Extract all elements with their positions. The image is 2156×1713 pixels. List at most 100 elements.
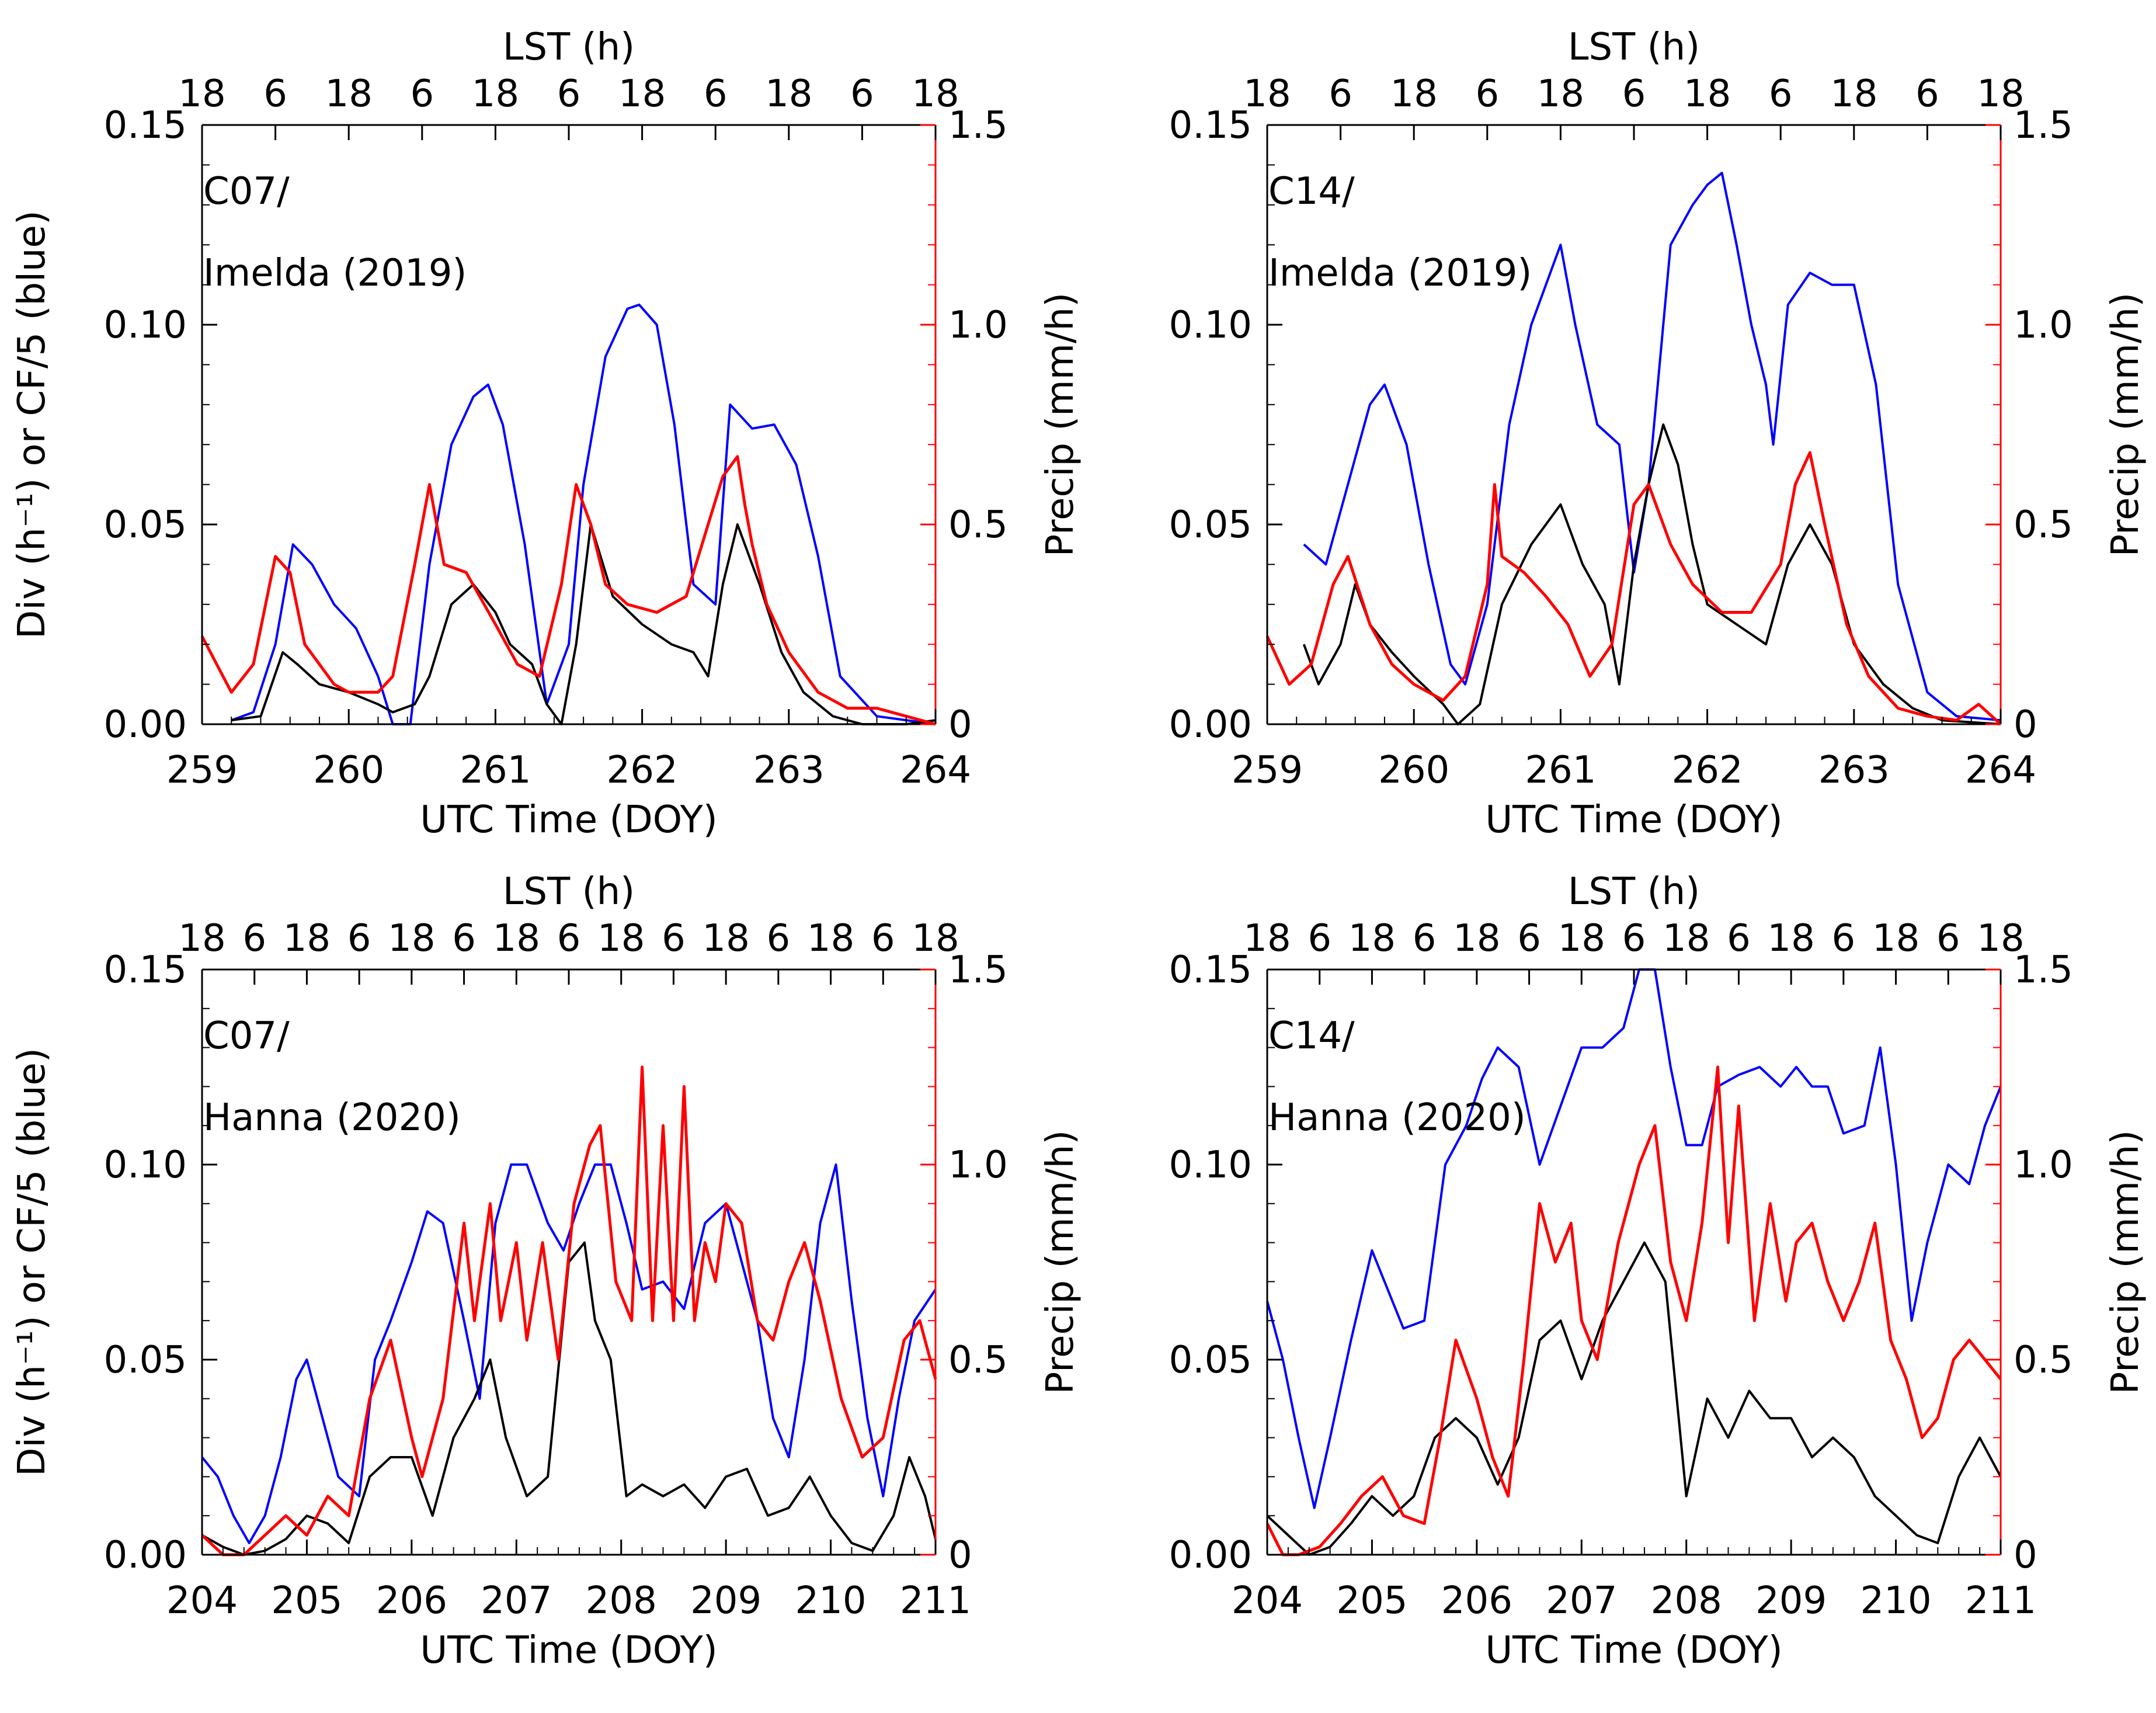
top-tick-label: 6 (452, 917, 476, 960)
x-axis-title: UTC Time (DOY) (1485, 1629, 1782, 1672)
y-tick-label: 0.05 (104, 1339, 187, 1382)
y2-tick-label: 0 (948, 1534, 972, 1577)
y-tick-label: 0.15 (104, 948, 187, 992)
y-axis-title: Div (h⁻¹) or CF/5 (blue) (11, 210, 54, 639)
x-tick-label: 260 (313, 749, 384, 792)
top-tick-label: 6 (1622, 917, 1646, 960)
y2-tick-label: 0 (2014, 1534, 2037, 1577)
top-tick-label: 18 (1390, 72, 1437, 116)
y2-axis-title: Precip (mm/h) (1039, 293, 1082, 557)
x-tick-label: 262 (607, 749, 678, 792)
top-tick-label: 18 (1684, 72, 1731, 116)
panel-annotation-storm: Hanna (2020) (203, 1096, 461, 1139)
x-tick-label: 260 (1378, 749, 1449, 792)
x-tick-label: 208 (586, 1579, 657, 1622)
top-tick-label: 18 (912, 72, 959, 116)
y-tick-label: 0.05 (1169, 1339, 1253, 1382)
div-series-line (201, 1241, 937, 1556)
y2-tick-label: 0 (2014, 703, 2037, 746)
cf-series-line (201, 1163, 937, 1544)
top-tick-label: 18 (618, 72, 666, 116)
top-tick-label: 6 (850, 72, 874, 116)
top-tick-label: 6 (347, 917, 371, 960)
x-tick-label: 207 (1546, 1579, 1617, 1622)
div-series-line (1302, 423, 2001, 725)
x-tick-label: 261 (1525, 749, 1596, 792)
top-tick-label: 6 (557, 72, 581, 116)
x-tick-label: 211 (1965, 1579, 2036, 1622)
x-tick-label: 210 (795, 1579, 866, 1622)
div-series-line (1266, 1241, 2002, 1556)
y2-tick-label: 1.0 (2014, 1144, 2073, 1187)
y2-tick-label: 0.5 (2014, 503, 2073, 547)
x-tick-label: 209 (1755, 1579, 1827, 1622)
x-tick-label: 206 (376, 1579, 447, 1622)
precip-series-line (1265, 451, 2002, 725)
x-tick-label: 263 (753, 749, 825, 792)
x-tick-label: 259 (166, 749, 238, 792)
cf-series-line (231, 303, 936, 725)
x-tick-label: 204 (1232, 1579, 1303, 1622)
top-tick-label: 6 (662, 917, 686, 960)
chart-panel: 204 205 206 207 208 209 210 211 UTC Time (DOY) 18… (11, 870, 1082, 1672)
y2-tick-label: 1.5 (2014, 104, 2073, 147)
precip-series-line (200, 455, 936, 726)
top-tick-label: 6 (871, 917, 895, 960)
top-tick-label: 6 (1307, 917, 1331, 960)
x-axis-title: UTC Time (DOY) (420, 1629, 717, 1672)
panel-annotation-station: C14/ (1268, 1014, 1355, 1058)
top-tick-label: 6 (1831, 917, 1855, 960)
top-tick-label: 18 (1767, 917, 1814, 960)
y2-tick-label: 1.5 (948, 104, 1008, 147)
top-tick-label: 18 (178, 917, 225, 960)
top-tick-label: 18 (472, 72, 519, 116)
panel-annotation-station: C14/ (1268, 170, 1355, 213)
top-tick-label: 18 (1537, 72, 1584, 116)
top-tick-label: 6 (410, 72, 434, 116)
top-tick-label: 18 (1830, 72, 1877, 116)
top-tick-label: 18 (765, 72, 812, 116)
top-tick-label: 18 (1348, 917, 1396, 960)
top-tick-label: 6 (1517, 917, 1541, 960)
x-tick-label: 261 (460, 749, 531, 792)
chart-panel: 259 260 261 262 263 264 UTC Time (DOY) 18 6 18 6 18… (1169, 26, 2148, 842)
y-tick-label: 0.05 (104, 503, 187, 547)
x-tick-label: 206 (1441, 1579, 1512, 1622)
panel-annotation-storm: Hanna (2020) (1268, 1096, 1526, 1139)
x-tick-label: 209 (690, 1579, 761, 1622)
x-axis-title: UTC Time (DOY) (420, 798, 717, 842)
y-tick-label: 0.15 (1169, 104, 1253, 147)
panel-annotation-station: C07/ (203, 1014, 290, 1058)
top-tick-label: 18 (493, 917, 540, 960)
top-tick-label: 18 (1977, 72, 2024, 116)
x-tick-label: 208 (1651, 1579, 1722, 1622)
top-tick-label: 6 (1769, 72, 1793, 116)
y-tick-label: 0.10 (104, 304, 187, 347)
top-axis-title: LST (h) (503, 870, 635, 913)
y-axis-title: Div (h⁻¹) or CF/5 (blue) (11, 1048, 54, 1476)
top-tick-label: 18 (702, 917, 749, 960)
y-tick-label: 0.15 (104, 104, 187, 147)
y2-axis-title: Precip (mm/h) (1039, 1130, 1082, 1394)
top-tick-label: 18 (1977, 917, 2024, 960)
top-tick-label: 6 (1329, 72, 1352, 116)
top-tick-label: 6 (1727, 917, 1751, 960)
top-tick-label: 18 (912, 917, 959, 960)
x-tick-label: 204 (166, 1579, 238, 1622)
y-tick-label: 0.10 (1169, 1144, 1253, 1187)
top-tick-label: 6 (242, 917, 266, 960)
y-tick-label: 0.00 (1169, 703, 1253, 746)
top-tick-label: 6 (1915, 72, 1939, 116)
y2-tick-label: 1.0 (948, 1144, 1008, 1187)
panel-annotation-storm: Imelda (2019) (1268, 252, 1532, 295)
top-axis-title: LST (h) (1568, 870, 1700, 913)
x-tick-label: 210 (1860, 1579, 1931, 1622)
y2-tick-label: 1.5 (948, 948, 1008, 992)
y-tick-label: 0.00 (104, 1534, 187, 1577)
x-axis-title: UTC Time (DOY) (1485, 798, 1782, 842)
top-tick-label: 18 (1872, 917, 1919, 960)
x-tick-label: 205 (271, 1579, 342, 1622)
y2-tick-label: 1.5 (2014, 948, 2073, 992)
top-tick-label: 6 (766, 917, 790, 960)
precip-series-line (1265, 1065, 2002, 1556)
